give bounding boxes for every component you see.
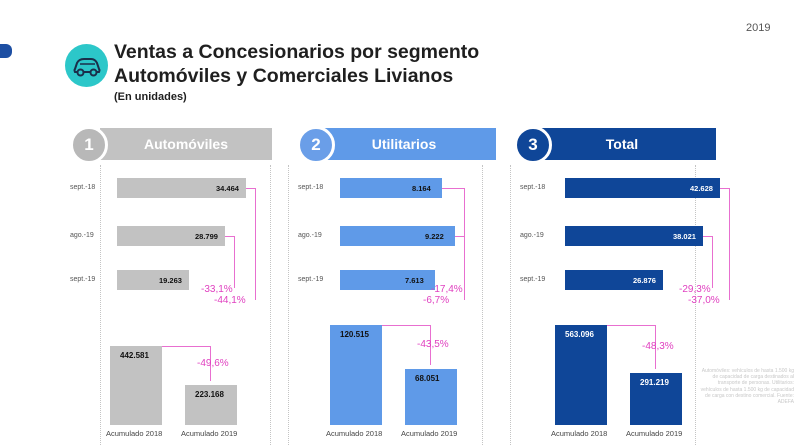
total-variation-connector (720, 188, 730, 300)
page-title-line1: Ventas a Concesionarios por segmento (114, 41, 480, 63)
utilitarios-variation-label: -17,4% (431, 284, 463, 295)
utilitarios-value-label: 9.222 (425, 232, 444, 241)
utilitarios-category-label: sept.-19 (298, 276, 324, 283)
total-banner-label: Total (605, 136, 639, 152)
automoviles-variation-connector (225, 236, 235, 288)
total-monthly-bar (565, 270, 663, 290)
automoviles-monthly-bar (117, 226, 225, 246)
automoviles-value-label: 34.464 (216, 184, 239, 193)
side-tab (0, 44, 12, 58)
automoviles-value-label: 28.799 (195, 232, 218, 241)
utilitarios-accumulated-chart: 120.515 Acumulado 2018 68.051 Acumulado 201… (320, 320, 480, 445)
automoviles-variation-label: -33,1% (201, 284, 233, 295)
year-label: 2019 (746, 22, 771, 34)
automoviles-accumulated-connector (162, 346, 211, 381)
total-accumulated-chart: 563.096 Acumulado 2018 291.219 Acumulado 20… (545, 320, 705, 445)
total-accumulated-value: 563.096 (565, 330, 594, 339)
automoviles-accumulated-category: Acumulado 2018 (106, 429, 163, 438)
utilitarios-accumulated-category: Acumulado 2019 (401, 429, 458, 438)
column-divider (482, 165, 483, 445)
total-accumulated-category: Acumulado 2018 (551, 429, 608, 438)
automoviles-accumulated-category: Acumulado 2019 (181, 429, 238, 438)
utilitarios-monthly-chart: sept.-18 8.164 ago.-19 9.222 sept.-19 7.613 -1… (288, 170, 488, 306)
total-monthly-chart: sept.-18 42.628 ago.-19 38.021 sept.-19 26.87… (510, 170, 730, 306)
utilitarios-accumulated-variation: -43,5% (417, 339, 449, 350)
automoviles-accumulated-variation: -49,6% (197, 357, 229, 369)
total-number-badge: 3 (514, 126, 552, 164)
utilitarios-accumulated-value: 120.515 (340, 330, 369, 339)
automoviles-accumulated-bar (185, 385, 237, 425)
total-monthly-bar (565, 226, 703, 246)
utilitarios-accumulated-value: 68.051 (415, 374, 440, 383)
utilitarios-number: 2 (311, 135, 321, 154)
automoviles-category-label: sept.-18 (70, 184, 96, 191)
automoviles-monthly-bar (117, 178, 246, 198)
column-divider (695, 165, 696, 445)
automoviles-number-badge: 1 (70, 126, 108, 164)
utilitarios-number-badge: 2 (297, 126, 335, 164)
total-variation-label: -37,0% (688, 295, 720, 306)
car-icon (65, 44, 108, 87)
total-accumulated-bar (555, 325, 607, 425)
automoviles-number: 1 (84, 135, 94, 154)
total-accumulated-variation: -48,3% (642, 341, 674, 352)
total-value-label: 26.876 (633, 276, 656, 285)
total-category-label: sept.-18 (520, 184, 546, 191)
utilitarios-value-label: 8.164 (412, 184, 431, 193)
column-divider (100, 165, 101, 445)
utilitarios-category-label: ago.-19 (298, 232, 322, 239)
utilitarios-accumulated-category: Acumulado 2018 (326, 429, 383, 438)
total-variation-connector (703, 236, 713, 288)
utilitarios-monthly-bar (340, 270, 435, 290)
automoviles-accumulated-bar (110, 346, 162, 425)
total-value-label: 42.628 (690, 184, 713, 193)
automoviles-accumulated-value: 223.168 (195, 390, 224, 399)
utilitarios-accumulated-bar (330, 325, 382, 425)
automoviles-banner: Automóviles (100, 128, 272, 160)
utilitarios-monthly-bar (340, 226, 455, 246)
automoviles-variation-label: -44,1% (214, 295, 246, 306)
total-accumulated-value: 291.219 (640, 378, 669, 387)
automoviles-accumulated-value: 442.581 (120, 351, 149, 360)
total-number: 3 (528, 135, 538, 154)
column-divider (510, 165, 511, 445)
utilitarios-accumulated-connector (382, 325, 431, 365)
total-variation-label: -29,3% (679, 284, 711, 295)
utilitarios-category-label: sept.-18 (298, 184, 324, 191)
utilitarios-banner: Utilitarios (312, 128, 496, 160)
column-divider (270, 165, 271, 445)
utilitarios-value-label: 7.613 (405, 276, 424, 285)
automoviles-accumulated-chart: 442.581 Acumulado 2018 223.168 Acumulado 20… (105, 320, 265, 445)
automoviles-category-label: ago.-19 (70, 232, 94, 239)
automoviles-banner-label: Automóviles (143, 136, 228, 152)
utilitarios-banner-label: Utilitarios (371, 136, 437, 152)
column-divider (288, 165, 289, 445)
total-accumulated-category: Acumulado 2019 (626, 429, 683, 438)
utilitarios-variation-label: -6,7% (423, 295, 450, 306)
automoviles-monthly-chart: sept.-18 34.464 ago.-19 28.799 sept.-19 19.26… (60, 170, 275, 306)
page-title-line2: Automóviles y Comerciales Livianos (114, 65, 454, 87)
total-monthly-bar (565, 178, 720, 198)
page-subtitle: (En unidades) (114, 91, 187, 103)
automoviles-category-label: sept.-19 (70, 276, 96, 283)
footnote: Automóviles: vehículos de hasta 1.500 kg… (700, 368, 794, 406)
utilitarios-monthly-bar (340, 178, 442, 198)
automoviles-variation-connector (246, 188, 256, 300)
total-category-label: sept.-19 (520, 276, 546, 283)
total-accumulated-connector (607, 325, 656, 369)
automoviles-value-label: 19.263 (159, 276, 182, 285)
total-accumulated-bar (630, 373, 682, 425)
utilitarios-variation-connector (455, 236, 465, 288)
total-value-label: 38.021 (673, 232, 696, 241)
automoviles-monthly-bar (117, 270, 189, 290)
utilitarios-accumulated-bar (405, 369, 457, 425)
total-category-label: ago.-19 (520, 232, 544, 239)
total-banner: Total (528, 128, 716, 160)
